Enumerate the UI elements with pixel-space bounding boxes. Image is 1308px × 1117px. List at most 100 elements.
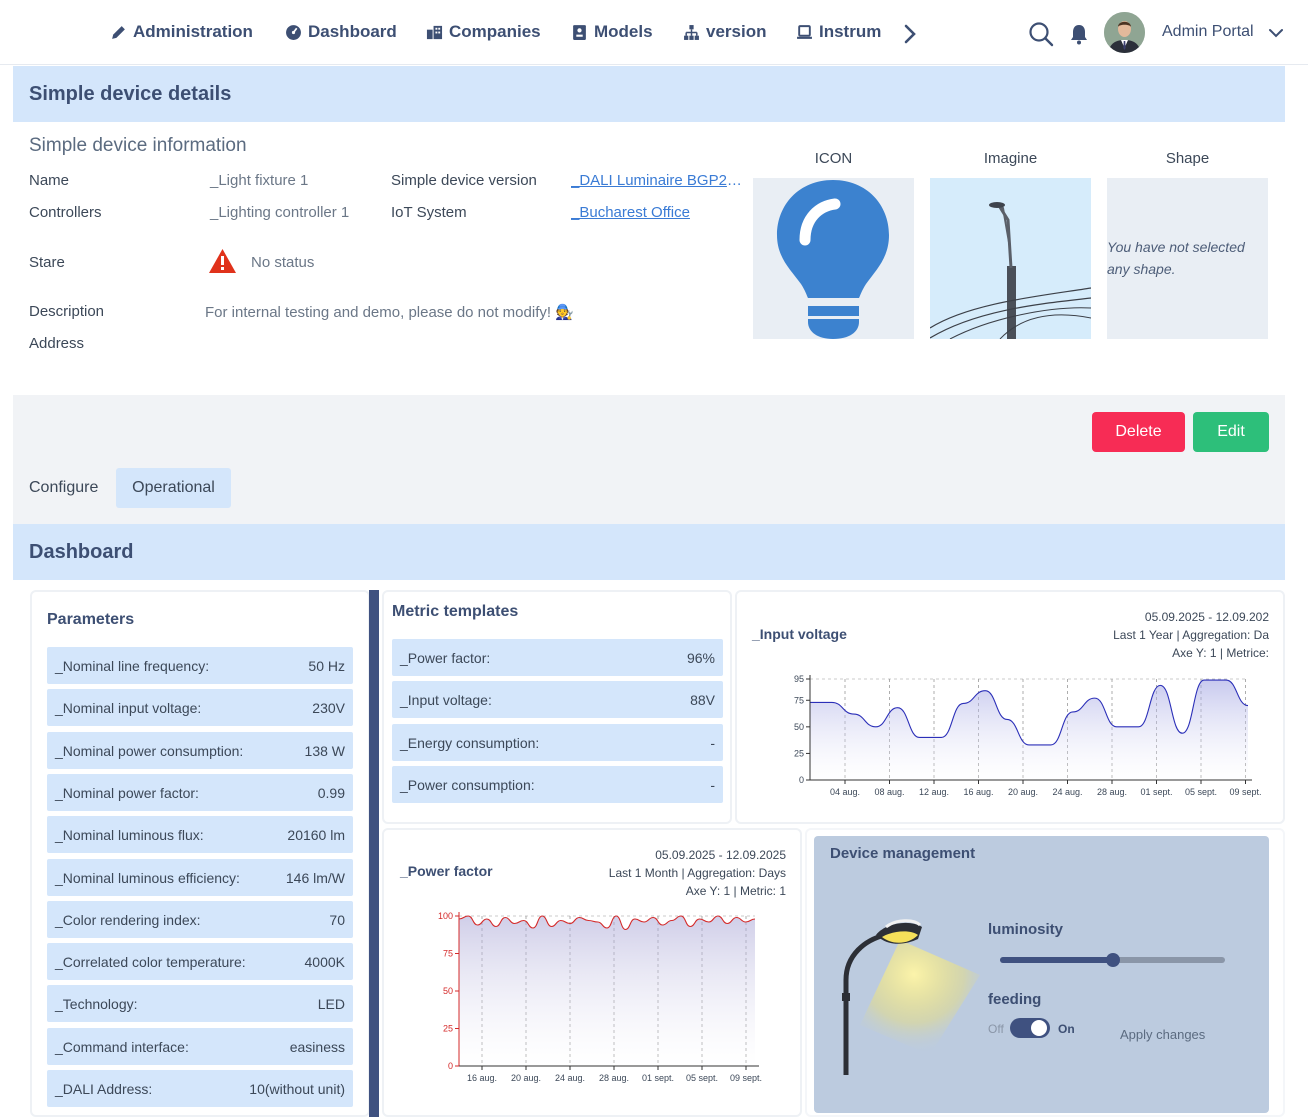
- x-tick-label: 24 aug.: [1052, 787, 1082, 797]
- nav-companies[interactable]: Companies: [426, 22, 541, 42]
- description-value: For internal testing and demo, please do…: [205, 304, 574, 321]
- metric-row: _Power factor: 96%: [392, 639, 723, 676]
- power-factor-subtitle1: Last 1 Month | Aggregation: Days: [608, 866, 786, 880]
- version-label: Simple device version: [391, 172, 537, 189]
- y-tick-label: 50: [443, 986, 453, 996]
- x-tick-label: 05 sept.: [686, 1073, 718, 1083]
- parameter-row: _Correlated color temperature: 4000K: [47, 943, 353, 981]
- device-management-title: Device management: [830, 845, 976, 862]
- parameter-label: _Nominal line frequency:: [55, 658, 210, 674]
- dashboard-header-title: Dashboard: [29, 541, 134, 563]
- y-tick-label: 0: [448, 1061, 453, 1071]
- tab-operational[interactable]: Operational: [116, 468, 231, 508]
- parameter-row: _Nominal line frequency: 50 Hz: [47, 647, 353, 684]
- luminosity-label: luminosity: [988, 921, 1064, 938]
- shape-title: Shape: [1165, 150, 1210, 167]
- search-icon[interactable]: [1027, 20, 1055, 48]
- luminosity-slider-thumb[interactable]: [1105, 953, 1120, 967]
- input-voltage-range: 05.09.2025 - 12.09.202: [1144, 610, 1269, 624]
- controllers-value: _Lighting controller 1: [210, 204, 350, 221]
- parameter-value: LED: [317, 996, 345, 1013]
- parameter-row: _Nominal power consumption: 138 W: [47, 731, 353, 769]
- parameter-value: 10(without unit): [249, 1081, 345, 1097]
- parameter-label: _Correlated color temperature:: [55, 954, 246, 971]
- version-link[interactable]: _DALI Luminaire BGP283...: [571, 172, 749, 189]
- metric-value: -: [710, 734, 715, 751]
- user-name[interactable]: Admin Portal: [1162, 23, 1254, 40]
- nav-version[interactable]: version: [683, 22, 766, 42]
- series-area: [810, 680, 1248, 780]
- metric-row: _Power consumption: -: [392, 765, 723, 803]
- contact-card-icon: [573, 24, 586, 40]
- x-tick-label: 16 aug.: [467, 1073, 497, 1083]
- laptop-icon: [797, 24, 812, 39]
- avatar[interactable]: [1104, 12, 1145, 53]
- nav-administration[interactable]: Administration: [110, 22, 253, 42]
- image-title: Imagine: [983, 150, 1038, 167]
- input-voltage-meta: 05.09.2025 - 12.09.202 Last 1 Year | Agg…: [1113, 608, 1269, 662]
- input-voltage-chart: 0 25 50 75 95 04 aug. 08 aug. 12 aug. 16 aug. 20 …: [794, 674, 1262, 797]
- x-tick-label: 16 aug.: [963, 787, 993, 797]
- y-tick-label: 25: [794, 748, 804, 758]
- metric-label: _Power consumption:: [400, 776, 535, 793]
- device-icon-box: [753, 178, 914, 339]
- y-tick-label: 75: [443, 949, 453, 959]
- edit-button[interactable]: Edit: [1193, 412, 1269, 452]
- metrics-title: Metric templates: [392, 603, 519, 620]
- description-label: Description: [29, 303, 105, 320]
- feeding-toggle[interactable]: [1010, 1018, 1050, 1038]
- x-tick-label: 20 aug.: [511, 1073, 541, 1083]
- luminosity-slider[interactable]: [1000, 953, 1225, 967]
- chevron-down-icon[interactable]: [1268, 26, 1284, 40]
- delete-button[interactable]: Delete: [1092, 412, 1185, 452]
- y-tick-label: 75: [794, 695, 804, 705]
- chevron-right-icon[interactable]: [900, 22, 920, 46]
- x-tick-label: 04 aug.: [830, 787, 860, 797]
- parameter-label: _Color rendering index:: [55, 911, 201, 928]
- x-tick-label: 09 sept.: [1229, 787, 1261, 797]
- dashboard-header: Dashboard: [13, 524, 1285, 580]
- y-tick-label: 50: [794, 722, 804, 732]
- building-icon: [426, 25, 443, 39]
- tab-configure[interactable]: Configure: [29, 479, 99, 496]
- user-photo-icon: [1104, 12, 1145, 53]
- y-tick-label: 0: [799, 775, 804, 785]
- parameters-title: Parameters: [47, 611, 135, 628]
- x-tick-label: 01 sept.: [1140, 787, 1172, 797]
- details-header: Simple device details: [13, 66, 1285, 122]
- state-value: No status: [251, 254, 315, 271]
- parameter-value: 138 W: [304, 742, 345, 759]
- name-value: _Light fixture 1: [210, 172, 309, 189]
- metric-label: _Energy consumption:: [400, 734, 540, 751]
- feeding-toggle-knob: [1031, 1020, 1047, 1036]
- x-tick-label: 01 sept.: [642, 1073, 674, 1083]
- input-voltage-subtitle2: Axe Y: 1 | Metrice:: [1172, 646, 1269, 660]
- parameter-row: _DALI Address: 10(without unit): [47, 1070, 353, 1107]
- nav-models[interactable]: Models: [571, 22, 653, 42]
- feeding-label: feeding: [988, 991, 1042, 1008]
- apply-changes-button[interactable]: Apply changes: [1120, 1027, 1206, 1042]
- nav-dashboard[interactable]: Dashboard: [285, 22, 397, 42]
- pencil-icon: [112, 25, 125, 39]
- iot-link[interactable]: _Bucharest Office: [571, 204, 690, 221]
- parameter-label: _DALI Address:: [55, 1081, 153, 1097]
- bell-icon[interactable]: [1067, 22, 1091, 46]
- parameter-value: 50 Hz: [308, 658, 345, 674]
- luminosity-slider-fill: [1000, 957, 1113, 963]
- parameter-row: _Nominal input voltage: 230V: [47, 689, 353, 727]
- power-factor-title: _Power factor: [400, 863, 493, 879]
- parameter-row: _Color rendering index: 70: [47, 900, 353, 938]
- parameter-row: _Technology: LED: [47, 985, 353, 1023]
- metric-value: -: [710, 776, 715, 793]
- controllers-label: Controllers: [29, 204, 102, 221]
- metric-label: _Input voltage:: [400, 692, 492, 709]
- parameter-row: _Command interface: easiness: [47, 1027, 353, 1065]
- power-factor-chart: 0 25 50 75 100 16 aug. 20 aug. 24 aug. 28 aug. 01…: [438, 911, 762, 1083]
- parameter-value: 4000K: [304, 954, 345, 971]
- x-tick-label: 05 sept.: [1185, 787, 1217, 797]
- y-tick-label: 25: [443, 1024, 453, 1034]
- nav-instruments[interactable]: Instrum: [796, 22, 886, 42]
- parameter-label: _Nominal luminous flux:: [55, 827, 204, 844]
- device-shape-box: You have not selected any shape.: [1107, 178, 1268, 339]
- parameter-label: _Nominal luminous efficiency:: [55, 869, 240, 886]
